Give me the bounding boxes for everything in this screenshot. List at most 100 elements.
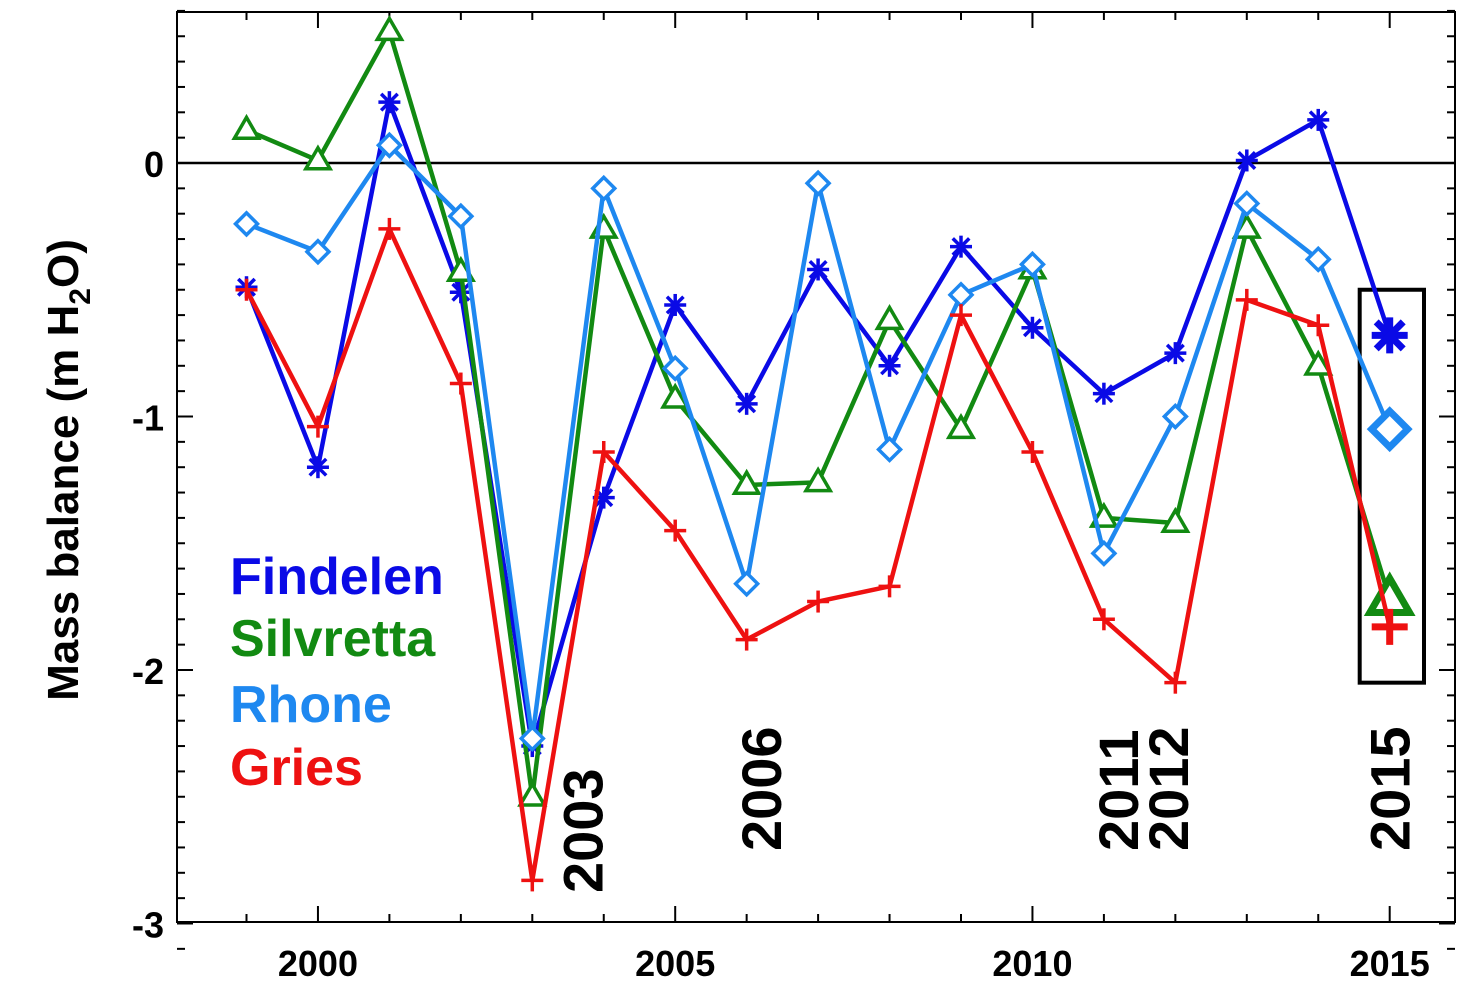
data-point-gries — [1307, 314, 1330, 337]
marker-shape — [1366, 406, 1413, 453]
marker-stroke — [308, 457, 328, 477]
x-tick-label: 2000 — [278, 943, 358, 984]
data-point-silvretta — [302, 144, 334, 171]
data-point-silvretta — [374, 15, 405, 42]
data-point-gries — [878, 575, 901, 598]
axis-ticks — [177, 9, 1455, 950]
marker-shape — [876, 435, 904, 463]
data-point-findelen — [664, 293, 687, 316]
highlight-point-2015-rhone — [1366, 406, 1413, 453]
marker-stroke — [880, 356, 900, 376]
marker-shape — [731, 468, 762, 495]
marker-stroke — [808, 259, 828, 279]
legend-entry-rhone: Rhone — [230, 676, 392, 734]
marker-shape — [1233, 190, 1261, 218]
marker-stroke — [451, 282, 471, 302]
data-point-findelen — [735, 392, 758, 415]
data-point-gries — [1092, 608, 1115, 631]
marker-shape — [1363, 571, 1416, 617]
data-point-rhone — [233, 210, 260, 238]
marker-shape — [1160, 506, 1191, 533]
marker-shape — [375, 131, 403, 159]
data-point-findelen — [878, 354, 901, 377]
data-point-gries — [1164, 671, 1187, 694]
data-point-gries — [807, 590, 830, 613]
marker-shape — [517, 780, 548, 807]
data-point-findelen — [378, 91, 401, 114]
marker-stroke — [737, 394, 757, 414]
data-point-rhone — [1304, 245, 1332, 273]
data-point-rhone — [876, 435, 904, 463]
marker-shape — [1018, 250, 1046, 278]
data-point-silvretta — [231, 113, 262, 141]
series-gries — [235, 217, 1408, 892]
marker-stroke — [1094, 384, 1114, 404]
marker-shape — [374, 15, 405, 42]
series-silvretta — [231, 15, 1416, 807]
data-point-silvretta — [874, 304, 905, 331]
data-point-gries — [449, 372, 472, 395]
data-point-gries — [1021, 440, 1044, 463]
x-tick-label: 2010 — [992, 943, 1072, 984]
year-annotation-2011: 2011 — [1087, 730, 1150, 852]
data-point-rhone — [661, 354, 689, 382]
marker-shape — [947, 281, 975, 309]
marker-shape — [660, 382, 691, 409]
data-point-findelen — [1021, 316, 1044, 339]
data-point-rhone — [1090, 539, 1118, 567]
marker-stroke — [1165, 343, 1185, 363]
data-point-rhone — [1161, 403, 1189, 430]
y-axis-label-main: Mass balance (m H — [39, 305, 88, 701]
data-point-findelen — [1092, 382, 1115, 405]
marker-shape — [874, 304, 905, 331]
data-point-findelen — [306, 456, 329, 479]
data-point-rhone — [590, 174, 618, 202]
marker-shape — [804, 169, 832, 197]
data-point-rhone — [375, 131, 403, 159]
y-axis-tick-labels: 0 -1 -2 -3 — [132, 144, 164, 946]
legend-entry-findelen: Findelen — [230, 548, 444, 606]
data-point-rhone — [804, 169, 832, 197]
data-point-silvretta — [660, 382, 691, 409]
y-axis-label-end: O) — [39, 239, 88, 288]
marker-shape — [1161, 403, 1189, 430]
marker-shape — [1303, 349, 1334, 376]
y-axis-label: Mass balance (m H2O) — [39, 239, 97, 701]
marker-shape — [802, 466, 834, 493]
year-annotation-2003: 2003 — [551, 768, 614, 893]
series-line-2015-gries — [1316, 324, 1392, 628]
y-tick-label: -2 — [132, 651, 164, 692]
year-annotation-2006: 2006 — [730, 726, 793, 851]
marker-shape — [588, 212, 619, 239]
y-axis-label-subscript: 2 — [64, 288, 97, 305]
marker-shape — [231, 113, 262, 141]
data-point-silvretta — [1303, 349, 1334, 376]
data-point-gries — [378, 217, 401, 240]
year-annotation-2015: 2015 — [1359, 726, 1422, 851]
marker-shape — [590, 174, 618, 202]
marker-stroke — [1308, 110, 1328, 130]
highlight-point-2015-findelen — [1371, 317, 1408, 354]
data-point-silvretta — [1160, 506, 1191, 533]
data-point-silvretta — [517, 780, 548, 807]
series-line-findelen — [244, 99, 1320, 749]
highlight-point-2015-silvretta — [1363, 571, 1416, 617]
marker-stroke — [951, 237, 971, 257]
data-point-rhone — [1233, 190, 1261, 218]
legend-entry-silvretta: Silvretta — [230, 610, 436, 668]
data-point-silvretta — [588, 212, 619, 239]
marker-stroke — [594, 488, 614, 508]
data-point-rhone — [518, 724, 546, 752]
series-group — [231, 15, 1416, 892]
highlight-box-2015 — [1357, 287, 1426, 685]
series-line-silvretta — [245, 28, 1321, 799]
marker-shape — [233, 210, 260, 238]
data-point-gries — [235, 278, 258, 301]
series-line-2015-findelen — [1316, 119, 1392, 337]
data-point-findelen — [950, 235, 972, 258]
marker-shape — [1090, 539, 1118, 567]
highlight-box-group — [1357, 287, 1426, 685]
